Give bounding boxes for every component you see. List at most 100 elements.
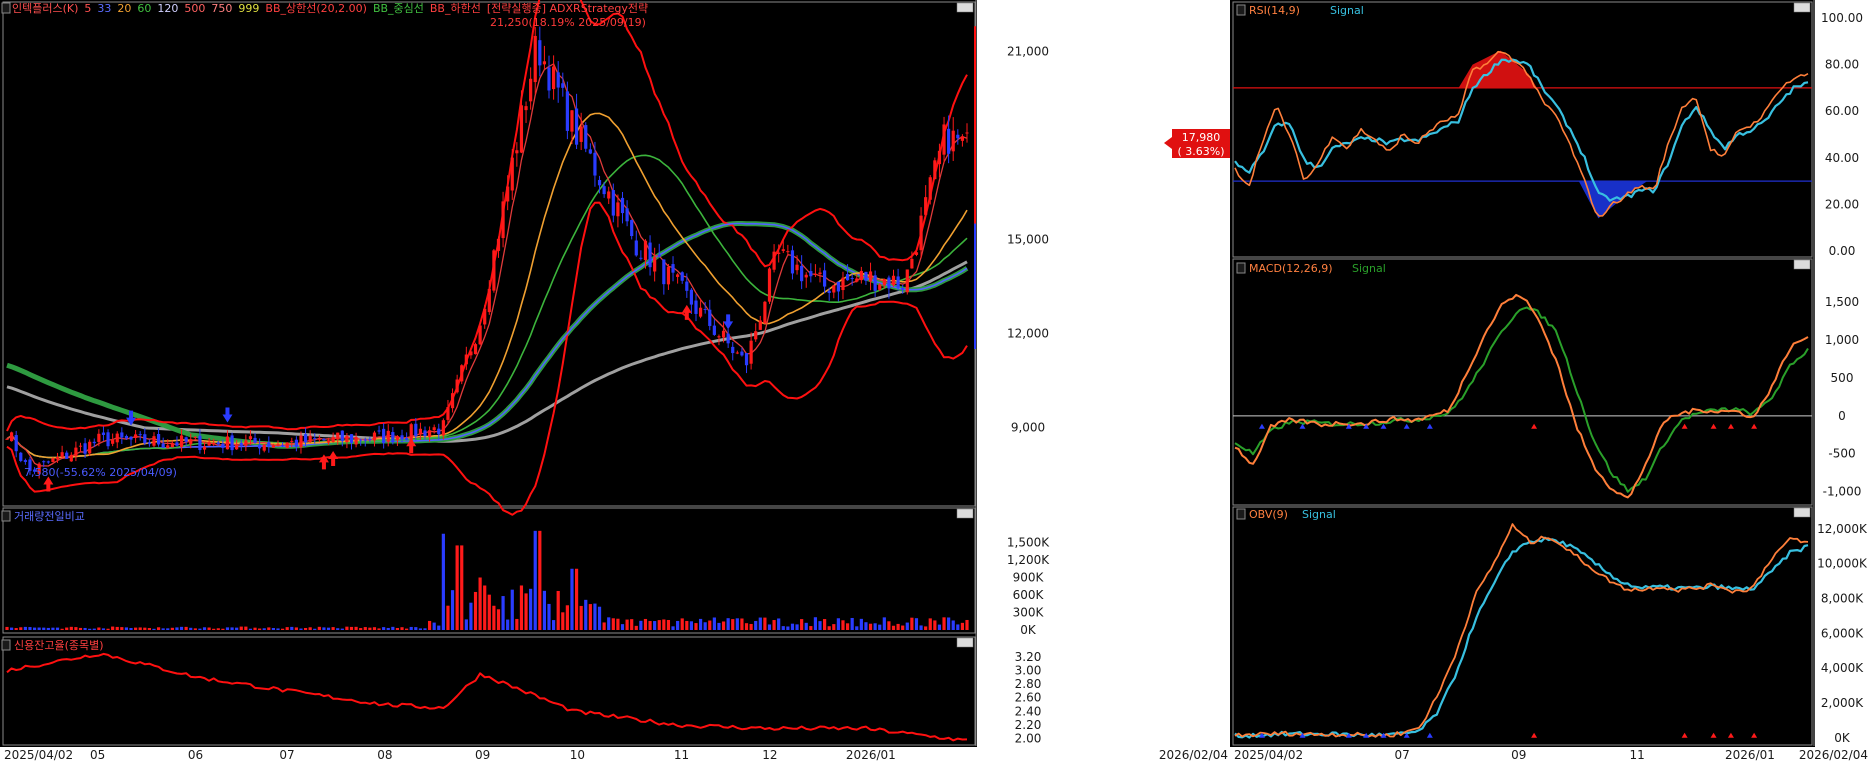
volume-bar [933,620,937,630]
volume-bar [359,628,363,630]
volume-bar [928,618,932,630]
volume-bar [547,603,551,630]
candle-body [492,250,496,291]
candle-body [942,124,946,155]
candle-body [111,440,115,444]
axis-tick-label: 6,000K [1821,626,1864,640]
low-annotation: 7,580(-55.62% 2025/04/09) [24,466,177,479]
candle-body [179,435,184,448]
volume-bar [14,628,18,630]
indicator-signal-arrow [1710,732,1717,738]
legend-entry: 5 [84,2,91,15]
candle-body [680,272,684,281]
volume-bar [914,618,919,630]
candle-body [712,325,716,335]
candle-body [735,352,739,354]
candle-body [134,434,138,438]
volume-bar [230,627,234,630]
obv-legend-icon[interactable] [1236,508,1246,520]
legend-entry: BB_하한선 [430,1,481,15]
candle-body [845,274,850,281]
candle-body [487,288,491,313]
volume-bar [492,605,496,630]
volume-bar [216,628,220,630]
volume-bar [51,627,55,630]
candle-body [262,444,266,451]
candle-body [731,346,735,354]
candle-body [432,427,436,431]
date-tick-label: 11 [1630,748,1645,762]
candle-body [933,160,937,180]
candle-body [156,434,161,445]
volume-legend-icon[interactable] [1,510,11,522]
macd-legend-icon[interactable] [1236,262,1246,274]
credit-legend: 신용잔고율(종목별) [1,639,104,652]
price-badge [1172,129,1230,158]
volume-bar [450,590,455,630]
candle-body [285,442,289,449]
volume-bar [506,619,510,630]
candle-body [143,434,147,444]
volume-bar [744,623,749,630]
candle-body [60,452,64,458]
volume-bar [924,626,928,630]
volume-bar [418,628,422,630]
volume-bar [790,623,795,630]
axis-tick-label: 1,500K [1007,536,1050,550]
rsi-line [1234,50,1809,217]
volume-bar [602,622,606,630]
volume-bar [198,628,202,630]
candle-body [561,83,565,88]
indicator-signal-arrow [1531,423,1538,429]
right-axis-strip [1815,0,1871,763]
volume-bar [937,624,942,630]
volume-bar [134,627,138,630]
volume-bar [721,621,726,630]
volume-bar [689,621,694,630]
volume-bar [299,628,303,630]
candle-body [469,351,473,356]
main-legend: 인텍플러스(K) 5 33 20 60 120 500 750 999 BB_상한선(20,2.0… [1,1,648,15]
axis-tick-label: 0.00 [1829,244,1856,258]
volume-bar [731,619,735,630]
volume-bar [524,593,528,630]
candle-body [905,269,909,293]
volume-bar [74,627,78,630]
credit-legend-icon[interactable] [1,639,11,651]
volume-bar [69,626,73,630]
volume-bar [303,627,308,630]
volume-bar [813,617,818,630]
rsi-overbought-fill [1458,50,1537,88]
legend-menu-icon[interactable] [1,2,11,14]
candle-body [303,434,308,443]
candle-body [83,443,87,454]
legend-entry: 20 [117,2,131,15]
candle-body [455,379,459,393]
legend-entry: 인텍플러스(K) [12,2,78,15]
candle-body [639,257,643,259]
panel-window-button [956,2,974,13]
panel-window-button [1793,2,1811,13]
volume-bar [395,627,400,630]
candle-body [345,435,349,443]
candle-body [294,439,298,447]
volume-bar [698,618,703,630]
candle-body [23,460,27,462]
volume-bar [685,620,689,630]
axis-tick-label: 2.80 [1015,677,1042,691]
candle-body [382,428,386,444]
candle-body [92,441,96,444]
indicator-signal-arrow [1681,423,1688,429]
volume-bar [262,628,266,630]
volume-bar [845,623,850,630]
rsi-legend-icon[interactable] [1236,4,1246,16]
candle-body [248,436,253,440]
volume-bar [960,622,965,630]
signal-arrow [681,304,692,320]
volume-bar [868,623,873,630]
candle-body [781,249,785,251]
candle-body [749,340,753,364]
panel-frame-obv [1232,506,1813,746]
candle-body [5,438,9,440]
candle-body [216,442,220,445]
